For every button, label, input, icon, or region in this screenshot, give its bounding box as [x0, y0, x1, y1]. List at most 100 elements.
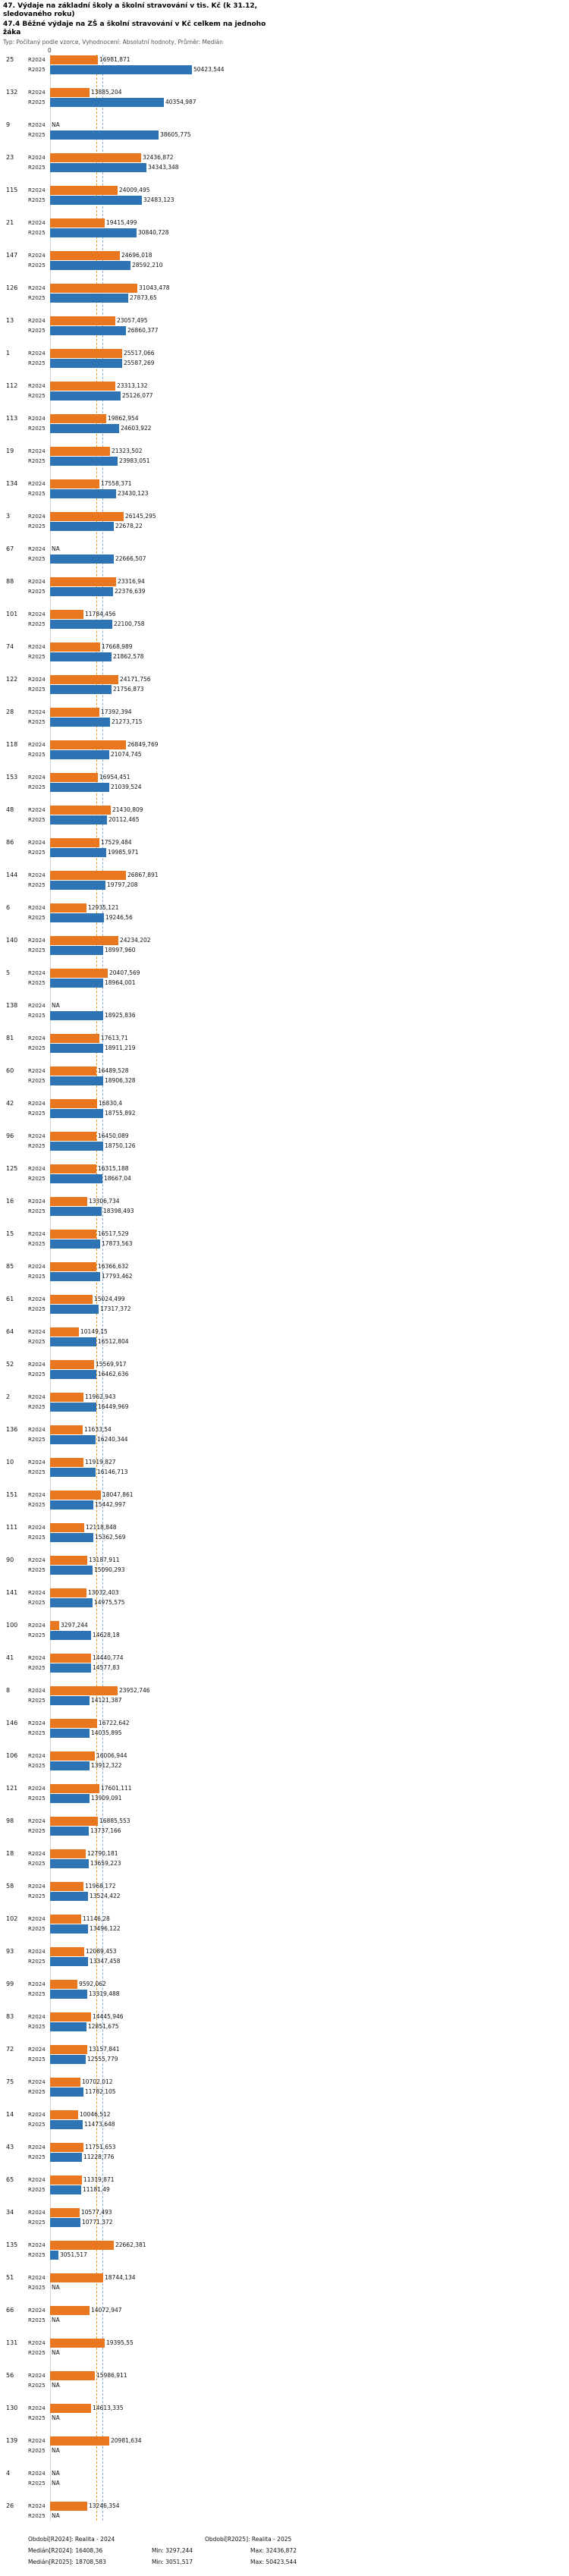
bar-line-r2025: R2025 16240,344: [28, 1434, 569, 1444]
series-label: R2024: [28, 1720, 46, 1726]
series-label: R2025: [28, 1925, 46, 1932]
value-label: 23313,132: [117, 382, 148, 389]
series-label: R2024: [28, 1067, 46, 1074]
chart-row: 6 R2024 12935,121 R2025 19246,56: [0, 903, 569, 922]
value-label: 3297,244: [61, 1622, 88, 1629]
value-label: 20112,465: [108, 816, 140, 823]
value-label: 23316,94: [118, 578, 145, 585]
series-label: R2025: [28, 1436, 46, 1443]
series-label: R2025: [28, 1469, 46, 1475]
value-label: 20407,569: [109, 969, 140, 976]
report-subtitle: 47.4 Běžné výdaje na ZŠ a školní stravov…: [3, 20, 266, 36]
value-label: 22662,381: [115, 2241, 146, 2248]
chart-overlay: [0, 55, 569, 2521]
bar-line-r2025: R2025 12851,675: [28, 2022, 569, 2031]
value-label: NA: [52, 2284, 60, 2291]
bar-line-r2024: R2024 3297,244: [28, 1620, 569, 1630]
series-label: R2024: [28, 2209, 46, 2216]
bar-r2024: [50, 218, 105, 228]
series-label: R2024: [28, 676, 46, 683]
bar-r2025: [50, 1597, 93, 1607]
value-label: 11919,827: [85, 1459, 116, 1465]
bar-line-r2025: R2025 28592,210: [28, 260, 569, 270]
series-label: R2024: [28, 415, 46, 422]
chart-row: 21 R2024 19415,499 R2025 30840,728: [0, 218, 569, 237]
series-label: R2025: [28, 881, 46, 888]
chart-row: 52 R2024 15569,917 R2025 16462,636: [0, 1359, 569, 1379]
bar-r2024: [50, 1555, 87, 1565]
bar-r2025: [50, 1924, 88, 1934]
bar-r2024: [50, 1457, 83, 1467]
value-label: 9592,062: [79, 1981, 106, 1987]
row-label: 81: [6, 1035, 14, 1041]
bar-r2024: [50, 152, 141, 162]
value-label: 16450,089: [98, 1132, 129, 1139]
value-label: 24603,922: [121, 425, 152, 432]
series-label: R2024: [28, 872, 46, 878]
bar-r2024: [50, 446, 110, 456]
value-label: 14121,387: [91, 1697, 122, 1704]
bar-line-r2024: R2024 32436,872: [28, 152, 569, 162]
bar-r2024: [50, 185, 118, 195]
row-label: 138: [6, 1002, 18, 1009]
value-label: 10046,512: [80, 2111, 111, 2118]
bar-line-r2025: R2025 NA: [28, 2511, 569, 2521]
bar-r2025: [50, 749, 109, 759]
series-label: R2025: [28, 2153, 46, 2160]
value-label: 17668,989: [102, 643, 133, 650]
value-label: 15986,911: [96, 2372, 127, 2379]
bar-line-r2025: R2025 26860,377: [28, 325, 569, 335]
series-label: R2024: [28, 1589, 46, 1596]
value-label: NA: [52, 2317, 60, 2323]
bar-line-r2025: R2025 14975,575: [28, 1597, 569, 1607]
bar-line-r2025: R2025 21862,578: [28, 652, 569, 661]
series-label: R2025: [28, 2219, 46, 2226]
series-label: R2024: [28, 2274, 46, 2281]
chart-row: 1 R2024 25517,066 R2025 25587,269: [0, 348, 569, 368]
series-label: R2024: [28, 1165, 46, 1172]
bar-line-r2025: R2025 11473,648: [28, 2119, 569, 2129]
chart-row: 58 R2024 11968,172 R2025 13524,422: [0, 1881, 569, 1901]
series-label: R2025: [28, 1958, 46, 1965]
series-label: R2024: [28, 513, 46, 520]
bar-line-r2025: R2025 13524,422: [28, 1891, 569, 1901]
chart-row: 16 R2024 13306,734 R2025 18398,493: [0, 1196, 569, 1216]
value-label: 17873,563: [102, 1240, 133, 1247]
row-label: 88: [6, 578, 14, 585]
value-label: 13187,911: [89, 1557, 120, 1563]
bar-line-r2025: R2025 NA: [28, 2282, 569, 2292]
bar-r2024: [50, 55, 98, 64]
chart-row: 134 R2024 17558,371 R2025 23430,123: [0, 479, 569, 498]
bar-line-r2025: R2025 18398,493: [28, 1206, 569, 1216]
series-label: R2025: [28, 360, 46, 366]
bar-line-r2025: R2025 21074,745: [28, 749, 569, 759]
series-label: R2024: [28, 774, 46, 781]
series-label: R2024: [28, 643, 46, 650]
bar-line-r2024: R2024 25517,066: [28, 348, 569, 358]
chart-row: 115 R2024 24009,495 R2025 32483,123: [0, 185, 569, 205]
value-label: 3051,517: [60, 2251, 87, 2258]
value-label: 21074,745: [111, 751, 142, 758]
chart-row: 2 R2024 11962,943 R2025 16449,969: [0, 1392, 569, 1412]
bar-line-r2024: R2024 23316,94: [28, 576, 569, 586]
bar-line-r2024: R2024 17601,111: [28, 1783, 569, 1793]
series-label: R2024: [28, 89, 46, 96]
value-label: NA: [52, 2480, 60, 2486]
chart-row: 126 R2024 31043,478 R2025 27873,65: [0, 283, 569, 303]
series-label: R2024: [28, 219, 46, 226]
chart-row: 138 R2024 NA R2025 18925,836: [0, 1001, 569, 1020]
bar-line-r2025: R2025 13347,458: [28, 1956, 569, 1966]
bar-line-r2024: R2024 14613,335: [28, 2403, 569, 2413]
value-label: 11751,653: [85, 2144, 116, 2150]
chart-row: 113 R2024 19862,954 R2025 24603,922: [0, 413, 569, 433]
bar-line-r2025: R2025 11782,105: [28, 2087, 569, 2097]
value-label: 14628,18: [93, 1632, 120, 1638]
series-label: R2025: [28, 2414, 46, 2421]
bar-line-r2024: R2024 16450,089: [28, 1131, 569, 1141]
bar-line-r2024: R2024 14440,774: [28, 1653, 569, 1663]
value-label: 18925,836: [105, 1012, 136, 1019]
bar-line-r2024: R2024 19862,954: [28, 413, 569, 423]
chart-row: 26 R2024 13246,354 R2025 NA: [0, 2501, 569, 2521]
bar-r2024: [50, 674, 118, 684]
series-label: R2024: [28, 252, 46, 259]
